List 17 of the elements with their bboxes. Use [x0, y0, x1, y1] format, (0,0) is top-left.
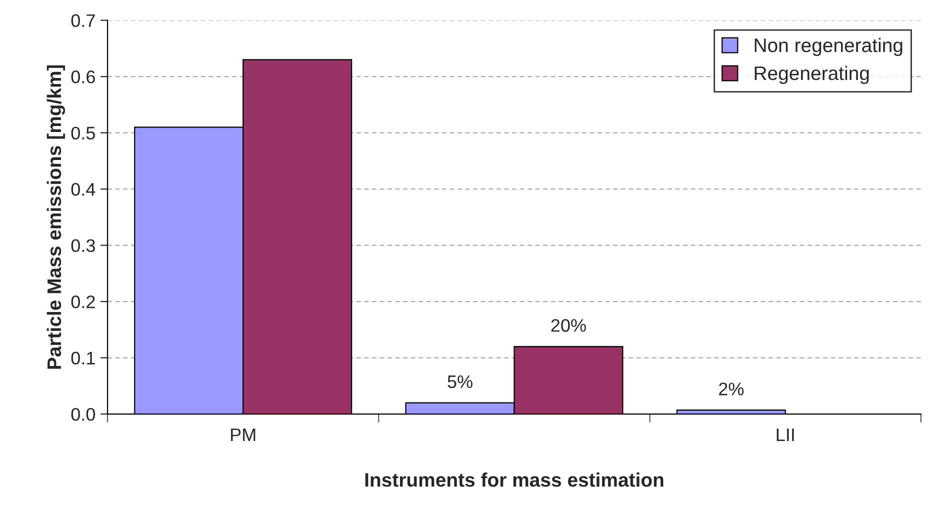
- y-tick-label: 0.4: [71, 182, 96, 196]
- annotation: 20%: [551, 319, 586, 332]
- annotation: 2%: [719, 382, 744, 396]
- y-tick-label: 0.0: [71, 408, 96, 421]
- y-tick-label: 0.1: [71, 352, 95, 364]
- y-axis-title: Particle Mass emissions [mg/km]: [46, 65, 66, 369]
- legend-label: Non regenerating: [754, 38, 902, 56]
- y-tick-label: 0.5: [71, 126, 95, 140]
- y-tick-label: 0.2: [71, 295, 95, 308]
- legend-label: Regenerating: [754, 66, 869, 84]
- x-tick-label: PM: [231, 428, 256, 441]
- y-tick-label: 0.3: [71, 239, 95, 252]
- annotation: 5%: [448, 375, 472, 388]
- y-tick-label: 0.7: [71, 14, 95, 28]
- x-tick-label: LII: [776, 428, 794, 441]
- y-tick-label: 0.6: [71, 70, 95, 84]
- x-axis-title: Instruments for mass estimation: [365, 472, 664, 487]
